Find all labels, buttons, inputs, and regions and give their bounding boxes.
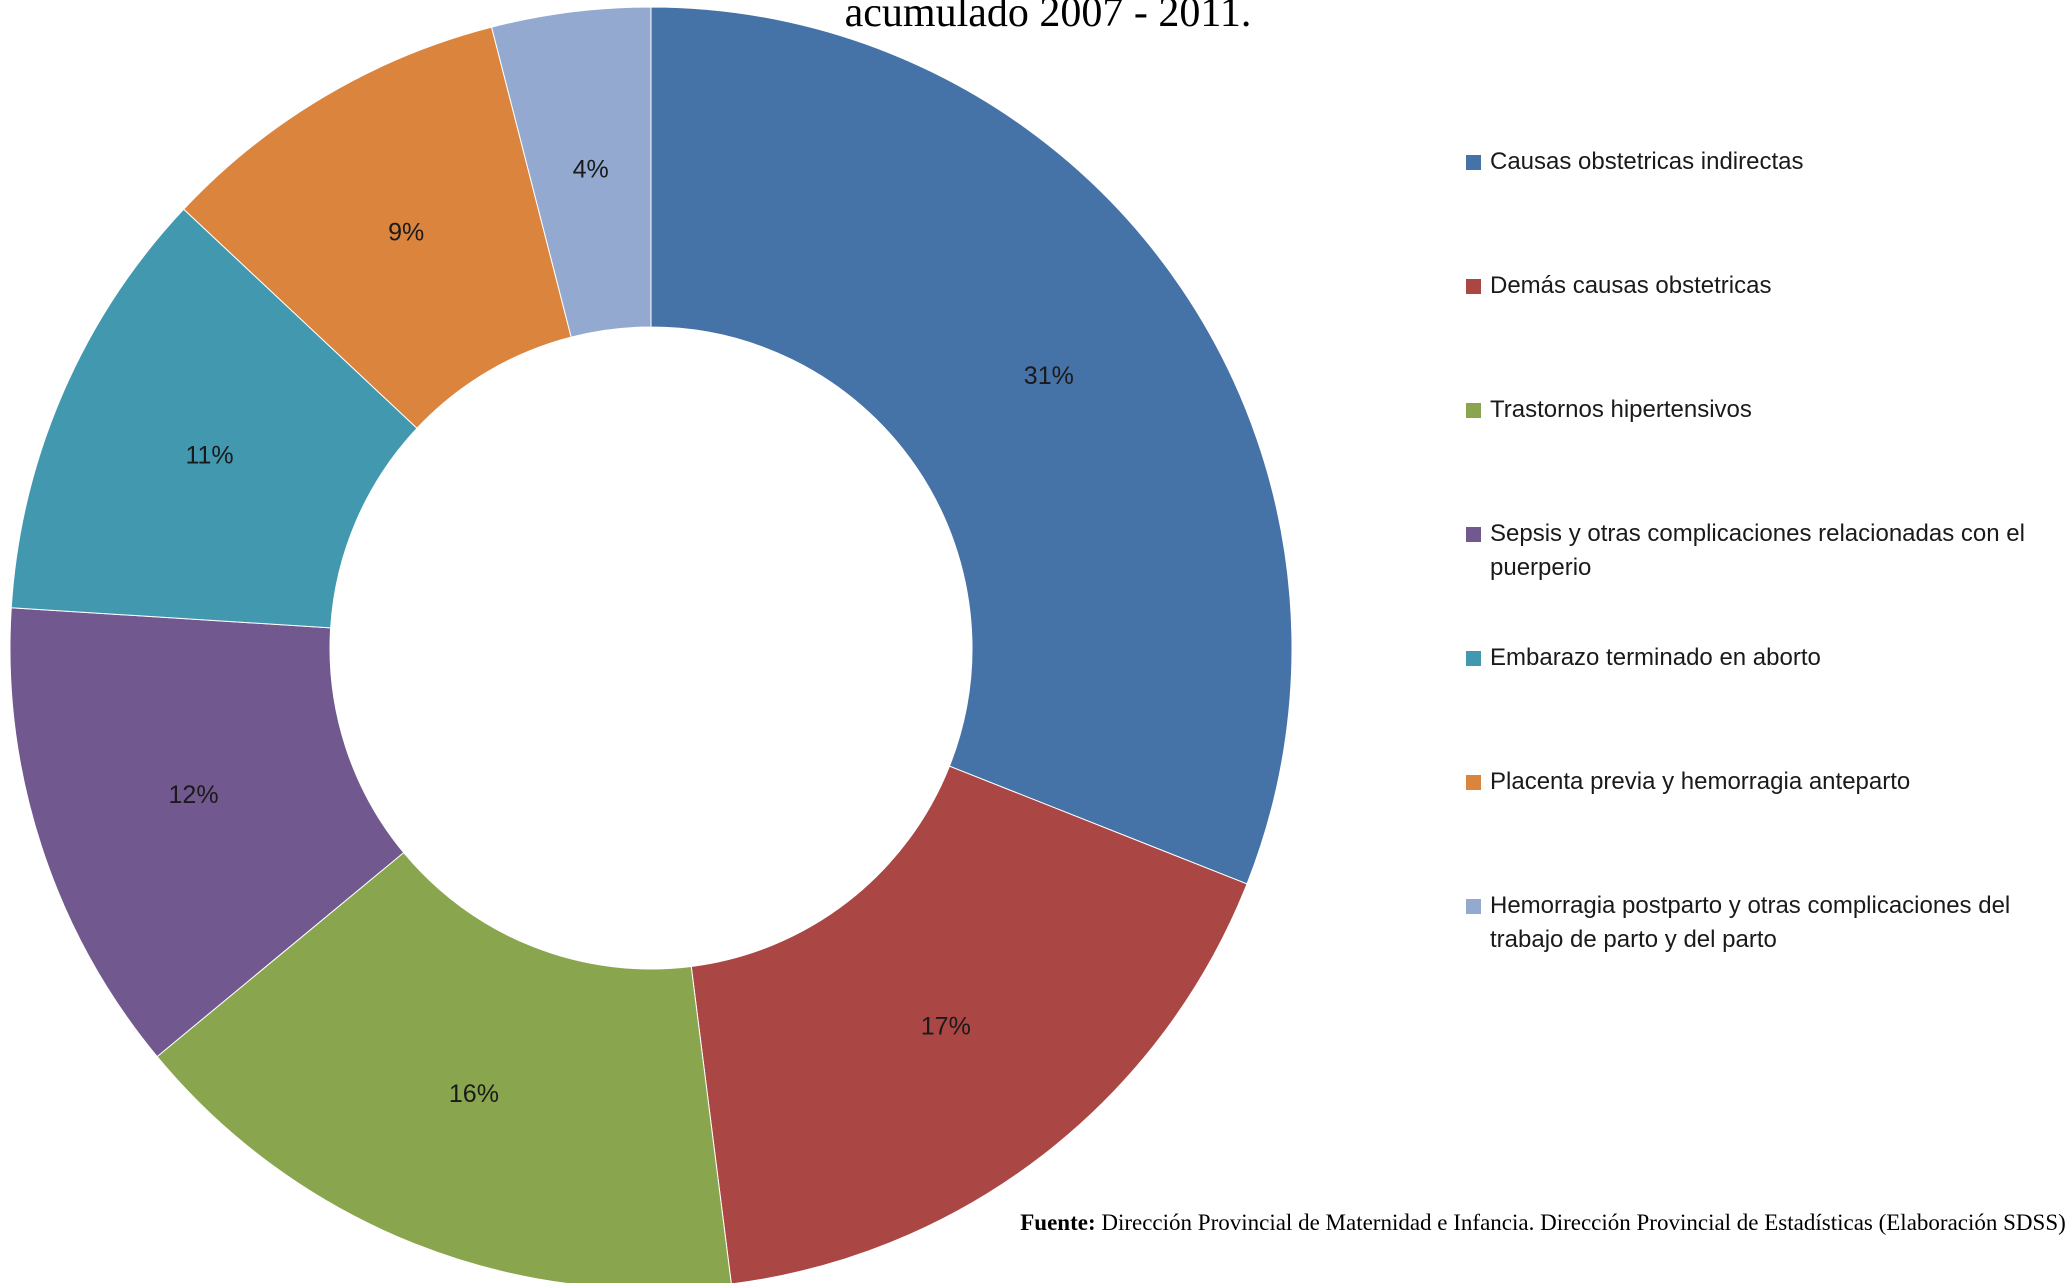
legend-item: Causas obstetricas indirectas — [1466, 145, 2066, 269]
slice — [156, 851, 732, 1283]
legend-item: Trastornos hipertensivos — [1466, 393, 2066, 517]
chart-title: acumulado 2007 - 2011. — [845, 0, 1252, 36]
slice-label: 16% — [449, 1080, 499, 1108]
slice-label: 31% — [1024, 362, 1074, 390]
source-note: Fuente: Dirección Provincial de Maternid… — [1018, 1208, 2068, 1238]
slice-label: 4% — [573, 155, 609, 183]
legend-swatch — [1466, 279, 1481, 294]
slice — [9, 607, 405, 1058]
legend-swatch — [1466, 651, 1481, 666]
slice — [183, 26, 572, 429]
legend-label: Embarazo terminado en aborto — [1490, 644, 1821, 671]
slice — [690, 765, 1248, 1283]
legend-label: Trastornos hipertensivos — [1490, 396, 1752, 423]
slice-label: 17% — [921, 1013, 971, 1041]
legend: Causas obstetricas indirectas Demás causa… — [1466, 145, 2066, 1013]
legend-label: Causas obstetricas indirectas — [1490, 148, 1804, 175]
legend-label: Placenta previa y hemorragia anteparto — [1490, 768, 1911, 795]
legend-label: Hemorragia postparto y otras complicacio… — [1490, 892, 2011, 953]
legend-item: Sepsis y otras complicaciones relacionad… — [1466, 517, 2066, 641]
legend-swatch — [1466, 403, 1481, 418]
slice-label: 12% — [169, 781, 219, 809]
legend-swatch — [1466, 775, 1481, 790]
slice — [10, 208, 418, 629]
legend-item: Hemorragia postparto y otras complicacio… — [1466, 889, 2066, 1013]
slice-label: 11% — [185, 442, 233, 470]
legend-swatch — [1466, 155, 1481, 170]
slice-label: 9% — [388, 219, 424, 247]
legend-swatch — [1466, 899, 1481, 914]
legend-item: Placenta previa y hemorragia anteparto — [1466, 765, 2066, 889]
legend-swatch — [1466, 527, 1481, 542]
source-label: Fuente: — [1020, 1210, 1096, 1235]
legend-item: Demás causas obstetricas — [1466, 269, 2066, 393]
legend-label: Sepsis y otras complicaciones relacionad… — [1490, 520, 2025, 581]
source-text: Dirección Provincial de Maternidad e Inf… — [1101, 1210, 2066, 1235]
slice — [650, 6, 1293, 885]
slice — [490, 6, 652, 338]
legend-label: Demás causas obstetricas — [1490, 272, 1772, 299]
legend-item: Embarazo terminado en aborto — [1466, 641, 2066, 765]
